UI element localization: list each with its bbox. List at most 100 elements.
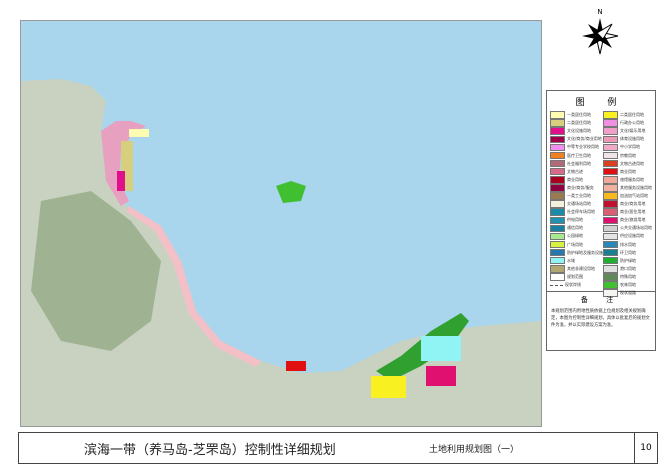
legend-item: 广场用地 [550,240,603,249]
legend-label: 商业用地 [567,176,583,182]
legend-swatch [550,248,565,257]
legend-swatch [550,265,565,273]
legend-item: 中等专业学校用地 [550,143,603,152]
legend-swatch [550,192,565,200]
legend-swatch [603,167,618,176]
legend-item: 商业/旅游用地 [603,216,652,225]
plan-title: 滨海一带（养马岛-芝罘岛）控制性详细规划 [84,442,336,458]
legend-item: 其他服务设施用地 [603,184,652,192]
legend-label: 文化/娱乐用地 [620,128,646,134]
legend-swatch [603,184,618,192]
legend-label: 二类居住用地 [567,120,591,126]
legend-item: 行政办公用地 [603,119,652,127]
legend-swatch [550,127,565,135]
legend-swatch [550,119,565,127]
legend-item: 规划范围 [550,273,603,281]
legend-label: 通信用地 [567,225,583,231]
north-label: N [597,8,603,16]
legend-label: 现状岸线 [565,282,581,288]
legend-item: 二类居住用地 [550,119,603,127]
zone [426,366,456,386]
legend-title: 图 例 [575,98,627,108]
legend-item: 商业/商务/服务 [550,184,603,192]
legend-label: 商业/商务/服务 [567,184,594,190]
legend-label: 环卫用地 [620,249,636,255]
zone [371,376,406,398]
legend-swatch [550,200,565,208]
legend-item: 商业用地 [550,176,603,184]
legend-item: 现状道路 [603,289,652,297]
legend-swatch [550,184,565,192]
legend-label: 交通场站用地 [567,201,591,207]
legend-label: 一类工业用地 [567,192,591,198]
land-use-map[interactable] [20,20,542,427]
legend-swatch [603,281,618,289]
legend-label: 其他服务设施用地 [620,184,652,190]
legend-swatch [550,159,565,168]
legend-item: 农林用地 [603,281,652,289]
zone [117,171,125,191]
legend-swatch [550,232,565,241]
legend-item: 文化/娱乐用地 [603,127,652,135]
legend-label: 商业/商务用地 [620,201,646,207]
legend-label: 旅馆服务用地 [620,176,644,182]
legend-label: 社会福利用地 [567,160,591,166]
legend-swatch [550,273,565,281]
legend-label: 社会停车场用地 [567,209,595,215]
legend-item: 旅馆服务用地 [603,176,652,184]
legend-swatch [550,256,565,265]
legend-swatch [603,265,618,273]
legend-swatch [550,167,565,176]
legend-item: 其他非建设用地 [550,265,603,273]
legend-label: 农林用地 [620,282,636,288]
legend-label: 一类居住用地 [567,112,591,118]
legend-label: 文物古迹 [567,168,583,174]
legend-item: 排水用地 [603,240,652,249]
drawing-name: 土地利用规划图（一） [429,444,520,455]
legend-item: 水域 [550,256,603,265]
legend-label: 防护绿地 [620,257,636,263]
legend-label: 排水用地 [620,241,636,247]
legend-label: 其他非建设用地 [567,265,595,271]
notes-box: 备 注 本规划范围内用地性质依据上位规划及相关规划确定，本图为控制性详细规划，具… [546,290,656,351]
legend-item: 体育设施用地 [603,135,652,144]
legend-swatch [603,119,618,127]
legend-item: 公共交通场站用地 [603,224,652,233]
legend-label: 水域 [567,257,575,263]
legend-swatch [550,284,563,286]
legend-item: 二类居住用地 [603,111,652,119]
water-zone [421,336,461,361]
legend-item: 交通场站用地 [550,200,603,208]
legend-label: 规划范围 [567,273,583,279]
legend-item: 加油加气站用地 [603,192,652,200]
legend-item: 环卫用地 [603,248,652,257]
north-arrow: N [570,8,630,78]
legend-label: 供应设施用地 [620,233,644,239]
legend-label: 商业/旅游用地 [620,217,646,223]
legend-swatch [603,248,618,257]
notes-text: 本规划范围内用地性质依据上位规划及相关规划确定，本图为控制性详细规划，具体以批复… [551,309,650,328]
island-small [276,181,306,203]
legend-swatch [550,151,565,160]
legend-label: 现状道路 [620,290,636,296]
legend-swatch [603,216,618,225]
legend-label: 商业用地 [620,168,636,174]
legend-item: 一类工业用地 [550,192,603,200]
legend-label: 文化设施用地 [567,128,591,134]
legend-label: 中等专业学校用地 [567,144,599,150]
legend-swatch [603,200,618,208]
legend-swatch [603,159,618,168]
legend-swatch [603,232,618,241]
hills [31,191,161,351]
legend-swatch [603,289,618,297]
legend-swatch [603,240,618,249]
legend-swatch [550,240,565,249]
legend-swatch [550,111,565,119]
legend-item: 中小学用地 [603,143,652,152]
notes-title: 备 注 [580,296,622,304]
legend-item: 通信用地 [550,224,603,233]
legend-item: 商业/商务用地 [603,200,652,208]
legend-item: 文物古迹用地 [603,159,652,168]
legend-label: 防护绿地及服务设施 [567,249,603,255]
page-number: 10 [634,433,657,463]
